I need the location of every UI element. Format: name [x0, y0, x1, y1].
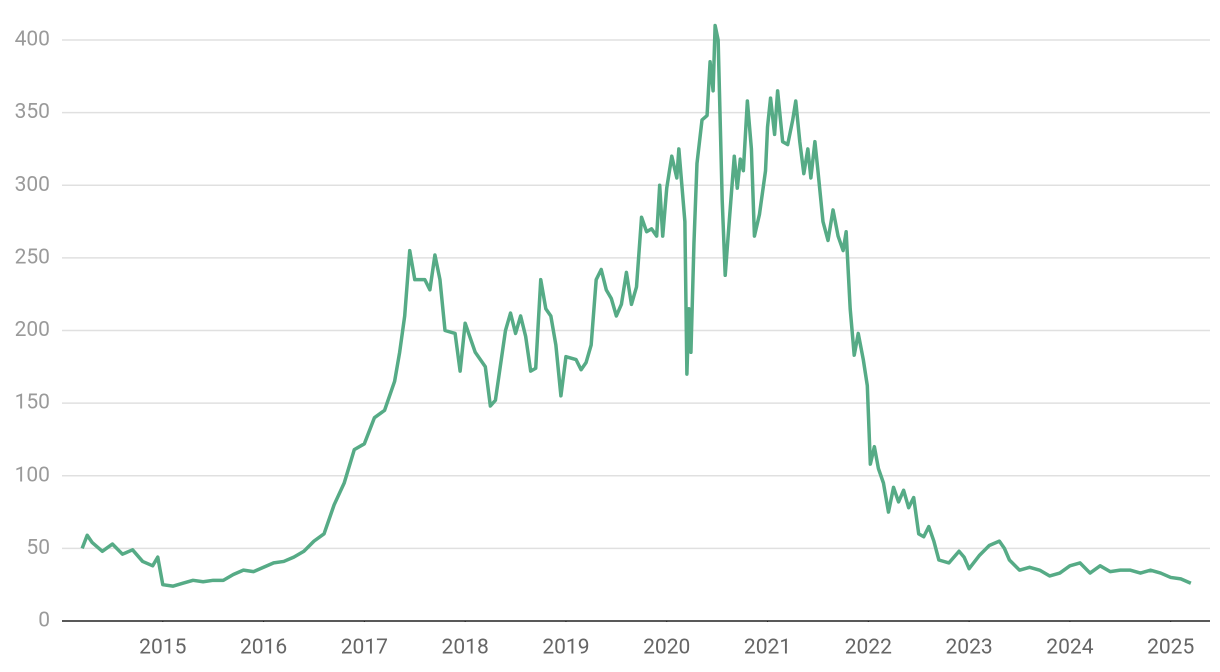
- x-tick-label: 2016: [240, 636, 287, 660]
- x-tick-label: 2025: [1147, 636, 1194, 660]
- y-tick-label: 50: [26, 536, 50, 560]
- x-tick-label: 2023: [946, 636, 993, 660]
- x-tick-label: 2015: [139, 636, 186, 660]
- y-tick-label: 0: [38, 609, 50, 633]
- price-line: [80, 23, 1192, 588]
- x-tick-label: 2020: [643, 636, 690, 660]
- y-tick-label: 300: [15, 173, 50, 197]
- y-tick-label: 400: [15, 28, 50, 52]
- x-tick-label: 2017: [341, 636, 388, 660]
- x-tick-label: 2021: [744, 636, 791, 660]
- y-tick-label: 200: [15, 318, 50, 342]
- y-tick-label: 350: [15, 100, 50, 124]
- x-tick-label: 2018: [442, 636, 489, 660]
- y-tick-label: 100: [15, 463, 50, 487]
- y-tick-label: 250: [15, 245, 50, 269]
- x-tick-label: 2024: [1046, 636, 1093, 660]
- x-tick-label: 2019: [542, 636, 589, 660]
- y-tick-label: 150: [15, 391, 50, 415]
- x-tick-label: 2022: [845, 636, 892, 660]
